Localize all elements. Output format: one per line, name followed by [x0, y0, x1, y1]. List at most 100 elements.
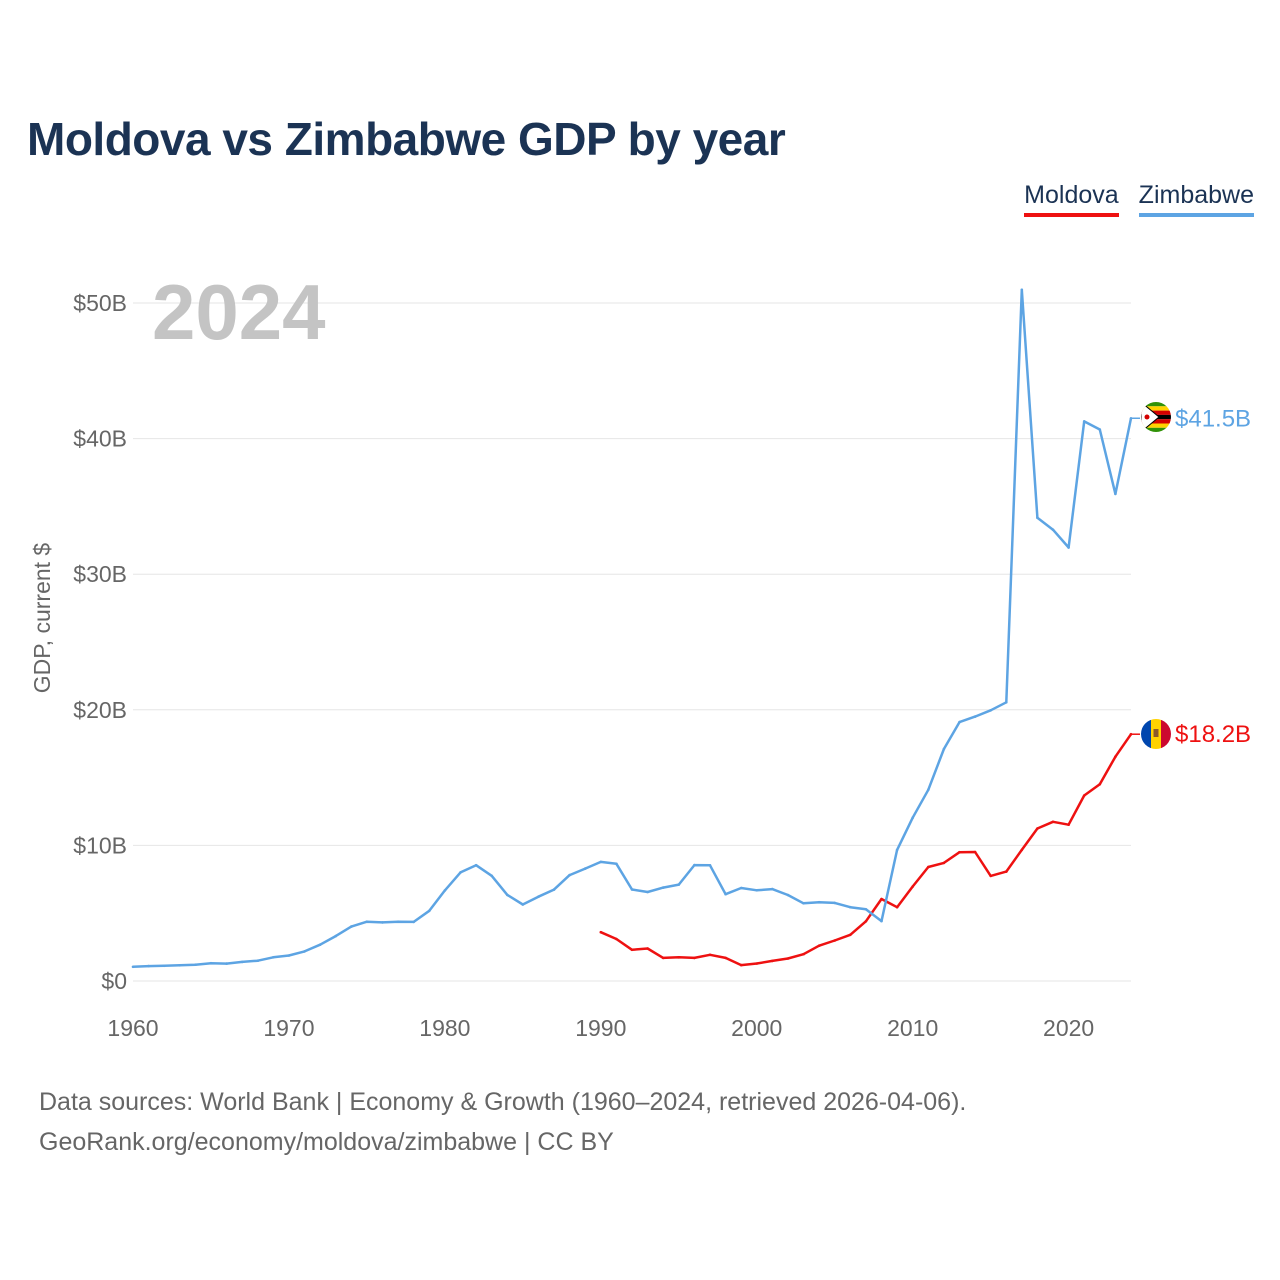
moldova-point [786, 957, 790, 960]
source-link[interactable]: GeoRank.org/economy/moldova/zimbabwe | C… [39, 1128, 614, 1156]
zimbabwe-point [194, 963, 197, 966]
zimbabwe-point [459, 871, 462, 874]
moldova-point [1082, 794, 1086, 797]
zimbabwe-point [786, 893, 790, 897]
moldova-point [927, 865, 930, 869]
zimbabwe-point [755, 889, 759, 892]
moldova-line [600, 733, 1133, 967]
zimbabwe-point [1005, 701, 1008, 704]
zimbabwe-point [1098, 428, 1102, 431]
zimbabwe-point [537, 895, 540, 898]
zimbabwe-point [396, 920, 400, 923]
y-axis-ticks: $0 $10B $20B $30B $40B $50B [73, 290, 127, 994]
moldova-point [677, 956, 681, 959]
zimbabwe-point [443, 889, 447, 892]
moldova-point [849, 933, 852, 937]
legend: Moldova Zimbabwe [1024, 181, 1254, 217]
zimbabwe-point [256, 959, 260, 962]
moldova-point [802, 952, 805, 956]
year-watermark: 2024 [152, 268, 326, 356]
zimbabwe-point [209, 961, 213, 965]
zimbabwe-point [849, 905, 852, 909]
moldova-point [1020, 848, 1024, 852]
moldova-point [755, 962, 759, 965]
legend-item-zimbabwe[interactable]: Zimbabwe [1138, 181, 1254, 217]
moldova-point [911, 885, 914, 888]
zimbabwe-point [833, 901, 836, 905]
zimbabwe-point [708, 864, 712, 867]
zimbabwe-point [693, 863, 696, 867]
zimbabwe-point [225, 962, 228, 965]
zimbabwe-point [552, 888, 556, 891]
zimbabwe-point [942, 747, 946, 751]
y-tick-label: $40B [73, 426, 127, 452]
moldova-point [942, 861, 946, 865]
y-tick-label: $50B [73, 290, 127, 316]
zimbabwe-point [911, 816, 914, 819]
moldova-point [599, 930, 603, 934]
zimbabwe-point [303, 950, 306, 953]
zimbabwe-point [880, 919, 883, 923]
moldova-point [771, 959, 774, 963]
zimbabwe-point [677, 883, 681, 886]
zimbabwe-point [958, 720, 961, 724]
zimbabwe-point [365, 920, 369, 923]
x-tick-label: 1960 [107, 1015, 158, 1041]
zimbabwe-point [1114, 492, 1117, 496]
zimbabwe-point [1036, 516, 1039, 520]
zimbabwe-point [973, 715, 977, 718]
moldova-point [973, 850, 977, 854]
y-tick-label: $0 [101, 968, 127, 994]
zimbabwe-point [287, 954, 291, 957]
y-tick-label: $10B [73, 832, 127, 858]
moldova-point [739, 963, 743, 967]
y-tick-label: $30B [73, 561, 127, 587]
moldova-point [833, 939, 836, 942]
y-axis-title: GDP, current $ [29, 543, 55, 694]
x-tick-label: 1980 [419, 1015, 470, 1041]
y-tick-label: $20B [73, 697, 127, 723]
zimbabwe-line [132, 288, 1133, 969]
zimbabwe-point [162, 964, 166, 968]
moldova-point [1114, 755, 1117, 758]
zimbabwe-point [147, 964, 150, 968]
zimbabwe-point [240, 960, 244, 964]
zimbabwe-point [771, 887, 774, 891]
moldova-point [646, 947, 649, 950]
moldova-point [989, 874, 992, 878]
zimbabwe-point [334, 934, 338, 938]
zimbabwe-point [583, 867, 587, 870]
moldova-point [1067, 823, 1070, 826]
zimbabwe-point [661, 886, 665, 889]
zimbabwe-point [521, 903, 525, 906]
zimbabwe-point [630, 888, 634, 891]
zimbabwe-point [927, 788, 930, 792]
zimbabwe-point [864, 908, 868, 911]
chart-title: Moldova vs Zimbabwe GDP by year [27, 113, 786, 165]
data-sources-text: Data sources: World Bank | Economy & Gro… [39, 1088, 967, 1116]
zimbabwe-point [272, 956, 275, 959]
zimbabwe-point [895, 848, 899, 852]
x-tick-label: 1990 [575, 1015, 626, 1041]
moldova-point [693, 956, 696, 960]
zimbabwe-point [568, 873, 571, 877]
zimbabwe-point [381, 921, 384, 924]
zimbabwe-point [318, 943, 322, 946]
moldova-point [1051, 820, 1055, 824]
zimbabwe-point [1067, 546, 1070, 549]
zimbabwe-end-label: $41.5B [1175, 405, 1251, 432]
moldova-point [1098, 782, 1102, 786]
zimbabwe-point [474, 863, 478, 867]
moldova-point [817, 944, 821, 947]
x-tick-label: 2010 [887, 1015, 938, 1041]
zimbabwe-point [1020, 288, 1024, 292]
zimbabwe-point [817, 900, 821, 904]
footer: Data sources: World Bank | Economy & Gro… [39, 1082, 966, 1162]
zimbabwe-point [989, 709, 992, 712]
legend-item-moldova[interactable]: Moldova [1024, 181, 1119, 217]
zimbabwe-flag-icon [1141, 402, 1171, 432]
zimbabwe-point [490, 874, 494, 878]
moldova-point [724, 956, 727, 960]
moldova-point [661, 956, 665, 960]
x-tick-label: 2020 [1043, 1015, 1094, 1041]
